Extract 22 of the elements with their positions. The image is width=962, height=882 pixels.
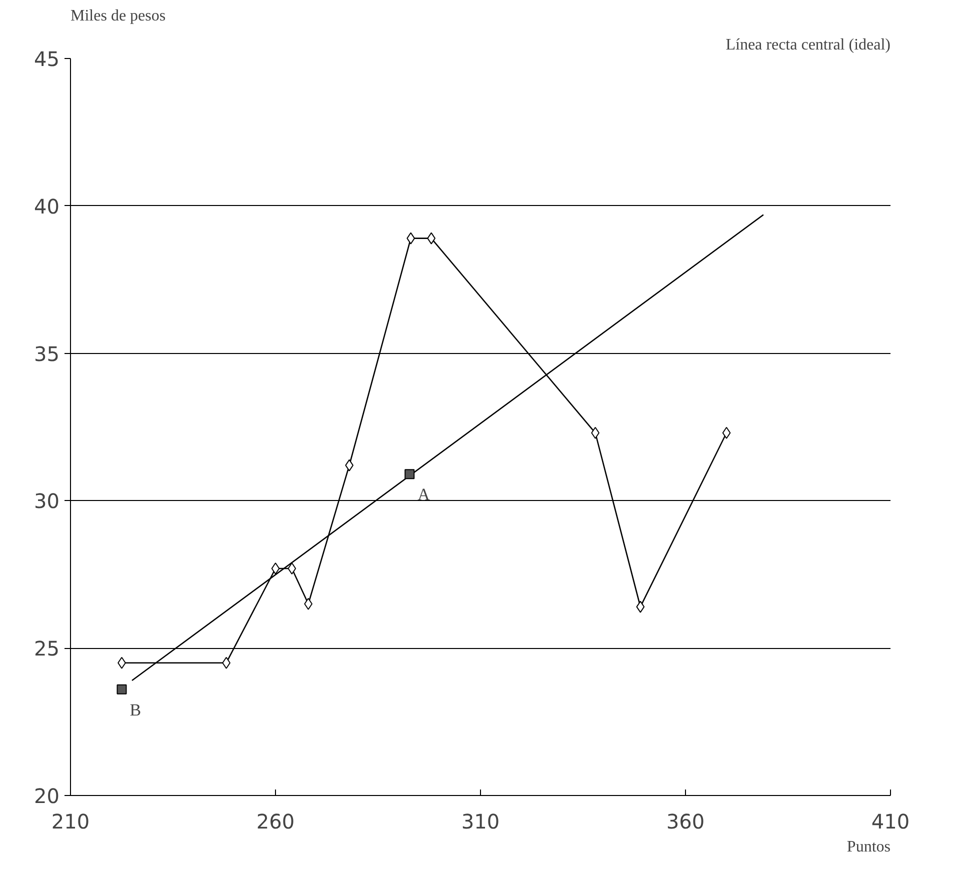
- x-tick-label: 310: [461, 810, 500, 834]
- x-tick-label: 210: [51, 810, 90, 834]
- y-axis-title: Miles de pesos: [70, 8, 166, 24]
- point: [288, 562, 296, 575]
- x-tick-label: 360: [666, 810, 705, 834]
- point: [404, 469, 415, 480]
- annotation: A: [418, 485, 431, 504]
- point: [116, 684, 127, 694]
- y-tick-label: 45: [34, 47, 60, 71]
- point: [271, 562, 280, 575]
- annotation: B: [130, 700, 142, 720]
- x-tick-label: 410: [871, 810, 910, 834]
- point: [722, 426, 731, 439]
- x-tick-label: 260: [256, 810, 295, 834]
- y-tick-label: 25: [34, 636, 60, 661]
- text: Línea recta central (ideal): [726, 36, 891, 54]
- y-tick-label: 20: [34, 784, 60, 808]
- y-tick-label: 40: [34, 194, 60, 218]
- x-axis-title: Puntos: [846, 838, 891, 856]
- point: [636, 600, 645, 613]
- y-tick-label: 35: [34, 342, 60, 366]
- y-tick-label: 30: [34, 489, 60, 514]
